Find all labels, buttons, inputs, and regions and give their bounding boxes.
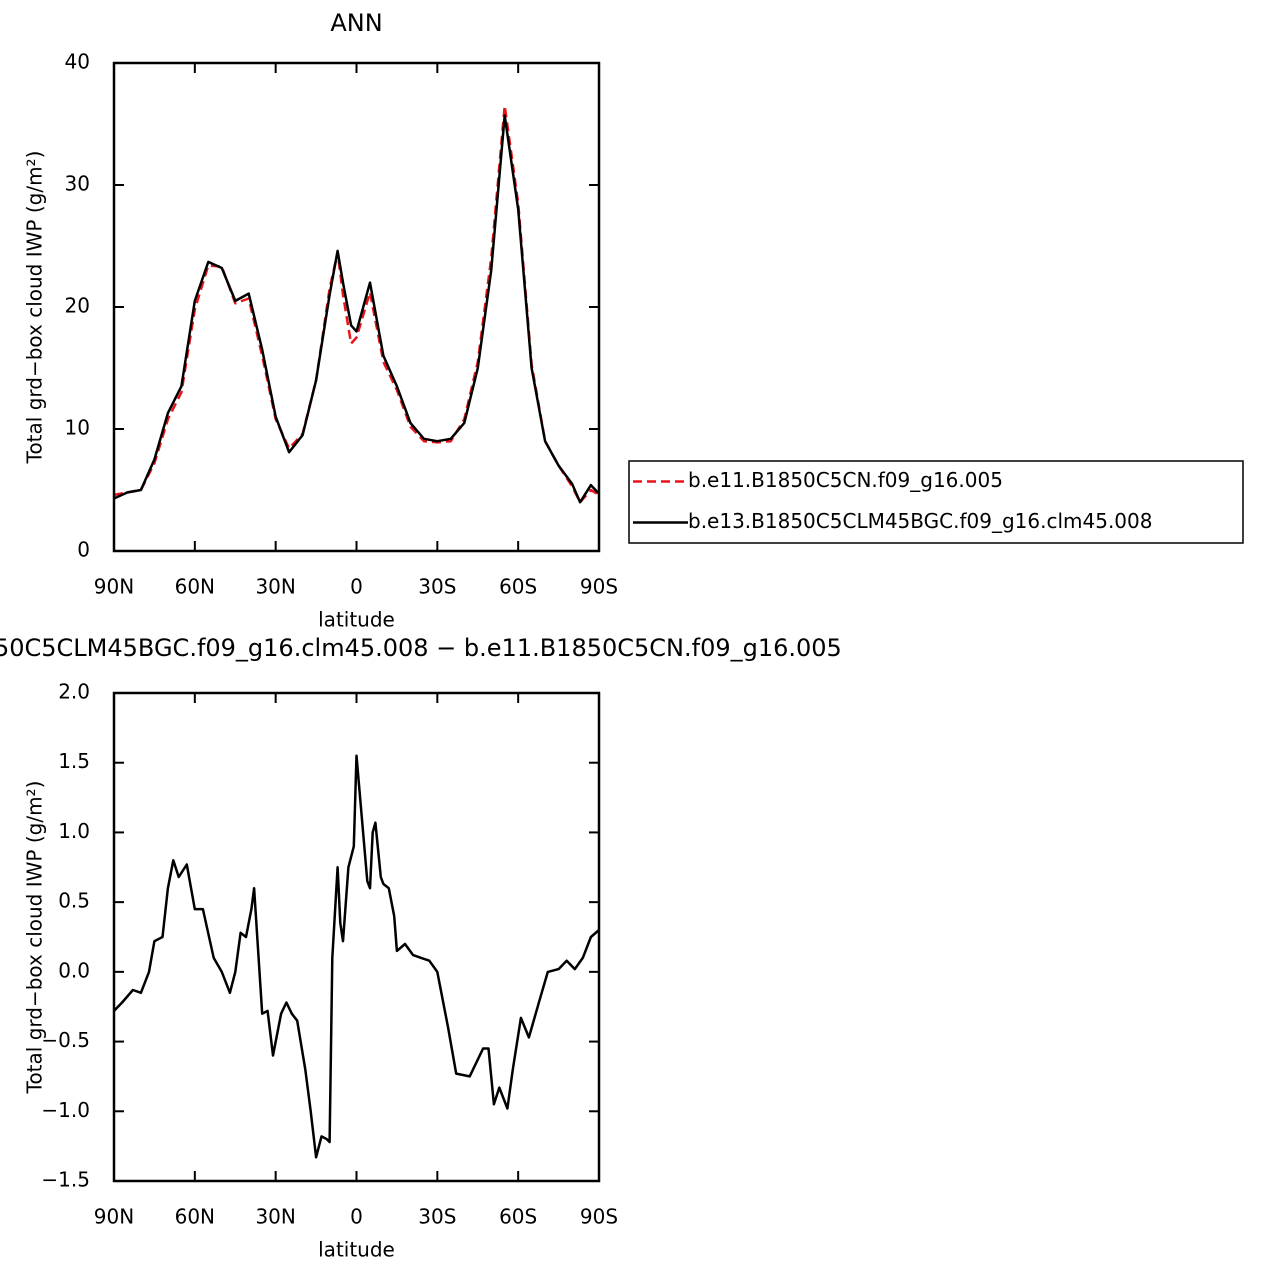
y-tick-label: 40	[65, 50, 90, 74]
x-tick-label: 30S	[418, 1205, 456, 1229]
x-axis-label: latitude	[318, 608, 395, 632]
x-tick-label: 30N	[255, 575, 295, 599]
y-tick-label: 0	[77, 538, 90, 562]
y-tick-label: 1.5	[58, 749, 90, 773]
y-tick-label: 30	[65, 172, 90, 196]
x-tick-label: 90N	[94, 1205, 134, 1229]
y-tick-label: 0.5	[58, 889, 90, 913]
plot-frame	[112, 691, 601, 1183]
x-tick-label: 90S	[580, 1205, 618, 1229]
y-tick-label: 2.0	[58, 680, 90, 704]
x-tick-label: 90N	[94, 575, 134, 599]
y-axis-label: Total grd−box cloud IWP (g/m²)	[23, 151, 47, 465]
legend-label: b.e11.B1850C5CN.f09_g16.005	[688, 468, 1003, 492]
x-tick-label: 60N	[175, 1205, 215, 1229]
y-tick-label: −0.5	[41, 1028, 90, 1052]
y-tick-label: −1.0	[41, 1098, 90, 1122]
y-tick-label: −1.5	[41, 1168, 90, 1192]
x-tick-label: 0	[350, 1205, 363, 1229]
y-tick-label: 0.0	[58, 958, 90, 982]
x-tick-label: 60S	[499, 1205, 537, 1229]
x-axis-label: latitude	[318, 1238, 395, 1262]
series-line	[113, 114, 600, 504]
chart-title: ANN	[330, 9, 382, 37]
y-tick-label: 1.0	[58, 819, 90, 843]
legend-label: b.e13.B1850C5CLM45BGC.f09_g16.clm45.008	[688, 509, 1152, 533]
x-tick-label: 60S	[499, 575, 537, 599]
plot-frame	[112, 61, 601, 553]
x-tick-label: 30S	[418, 575, 456, 599]
y-tick-label: 20	[65, 294, 90, 318]
x-tick-label: 0	[350, 575, 363, 599]
series-line	[113, 754, 600, 1159]
y-axis-label: Total grd−box cloud IWP (g/m²)	[23, 781, 47, 1095]
x-tick-label: 90S	[580, 575, 618, 599]
x-tick-label: 30N	[255, 1205, 295, 1229]
x-tick-label: 60N	[175, 575, 215, 599]
y-tick-label: 10	[65, 416, 90, 440]
chart-title: b.e13.B1850C5CLM45BGC.f09_g16.clm45.008 …	[0, 634, 842, 662]
legend-box	[628, 460, 1244, 544]
